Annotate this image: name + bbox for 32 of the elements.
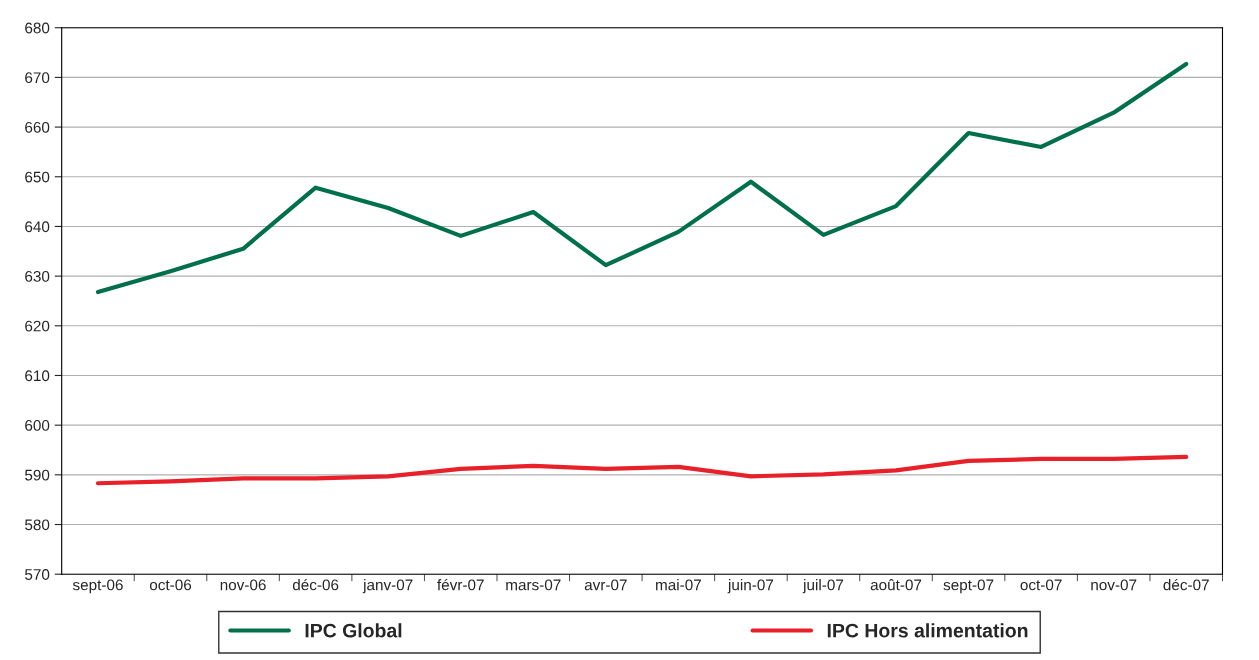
x-tick-label: déc-06 (292, 578, 339, 591)
x-tick-label: juin-07 (727, 579, 774, 594)
y-tick-label: 660 (25, 121, 50, 133)
legend-label: IPC Global (305, 623, 402, 638)
x-tick-label: avr-07 (584, 579, 627, 591)
x-tick-label: juil-07 (802, 579, 844, 594)
x-tick-label: mars-07 (506, 579, 561, 591)
line-series (95, 61, 1189, 295)
y-tick-label: 670 (25, 72, 50, 84)
y-tick-label: 580 (25, 519, 50, 531)
x-tick-label: sept-06 (72, 579, 123, 594)
y-tick-label: 610 (25, 370, 50, 382)
x-tick-label: nov-07 (1091, 579, 1137, 591)
x-tick-label: oct-06 (149, 579, 192, 591)
x-tick-label: sept-07 (943, 579, 994, 594)
x-tick-label: nov-06 (220, 579, 266, 591)
y-tick-label: 650 (25, 171, 50, 183)
y-tick-label: 680 (25, 22, 50, 34)
y-tick-label: 620 (25, 320, 50, 332)
y-tick-label: 590 (25, 469, 50, 481)
x-tick-label: févr-07 (437, 578, 484, 591)
x-tick-label: mai-07 (656, 579, 701, 591)
y-tick-label: 630 (25, 270, 50, 282)
x-tick-label: janv-07 (362, 579, 413, 594)
x-tick-label: oct-07 (1020, 579, 1062, 591)
x-tick-label: août-07 (870, 579, 922, 591)
line-series (95, 454, 1189, 486)
legend-label: IPC Hors alimentation (827, 623, 1028, 638)
y-tick-label: 600 (25, 420, 50, 431)
x-tick-label: déc-07 (1163, 578, 1209, 591)
y-tick-label: 640 (25, 221, 50, 233)
y-tick-label: 570 (25, 569, 50, 580)
